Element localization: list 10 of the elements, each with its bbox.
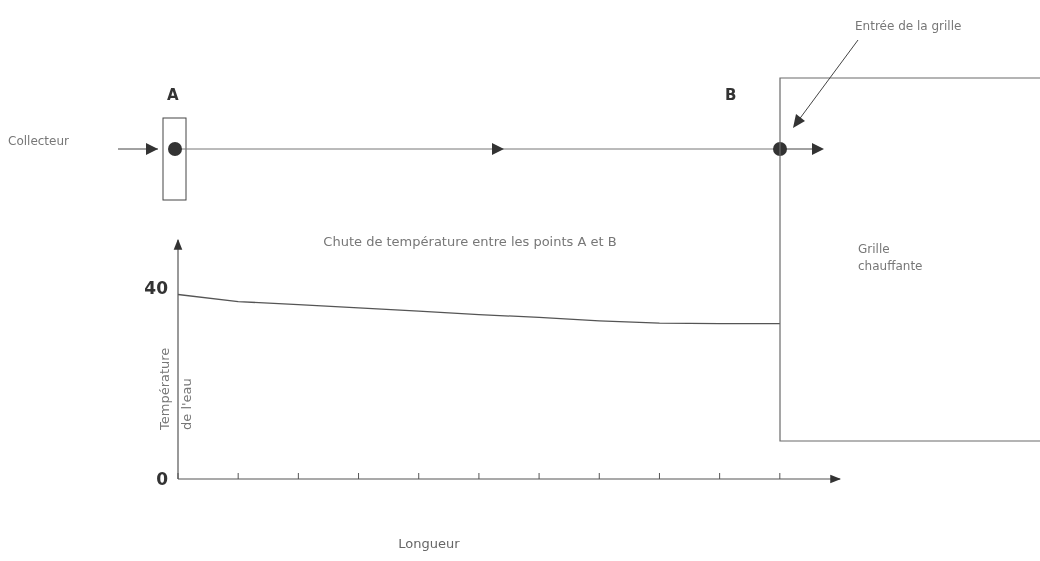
y-tick-label: 40 [144,277,169,298]
annotation: Chute de température entre les points A et B [323,234,617,249]
x-axis-title: Longueur [398,536,461,551]
y-axis-title: Température de l'eau [157,347,194,431]
text: Grille chauffante [858,242,923,273]
text: Collecteur [8,134,70,148]
text: B [725,86,737,104]
y-tick-label: 0 [156,469,169,489]
text: Entrée de la grille [855,19,962,33]
text: A [167,86,179,104]
